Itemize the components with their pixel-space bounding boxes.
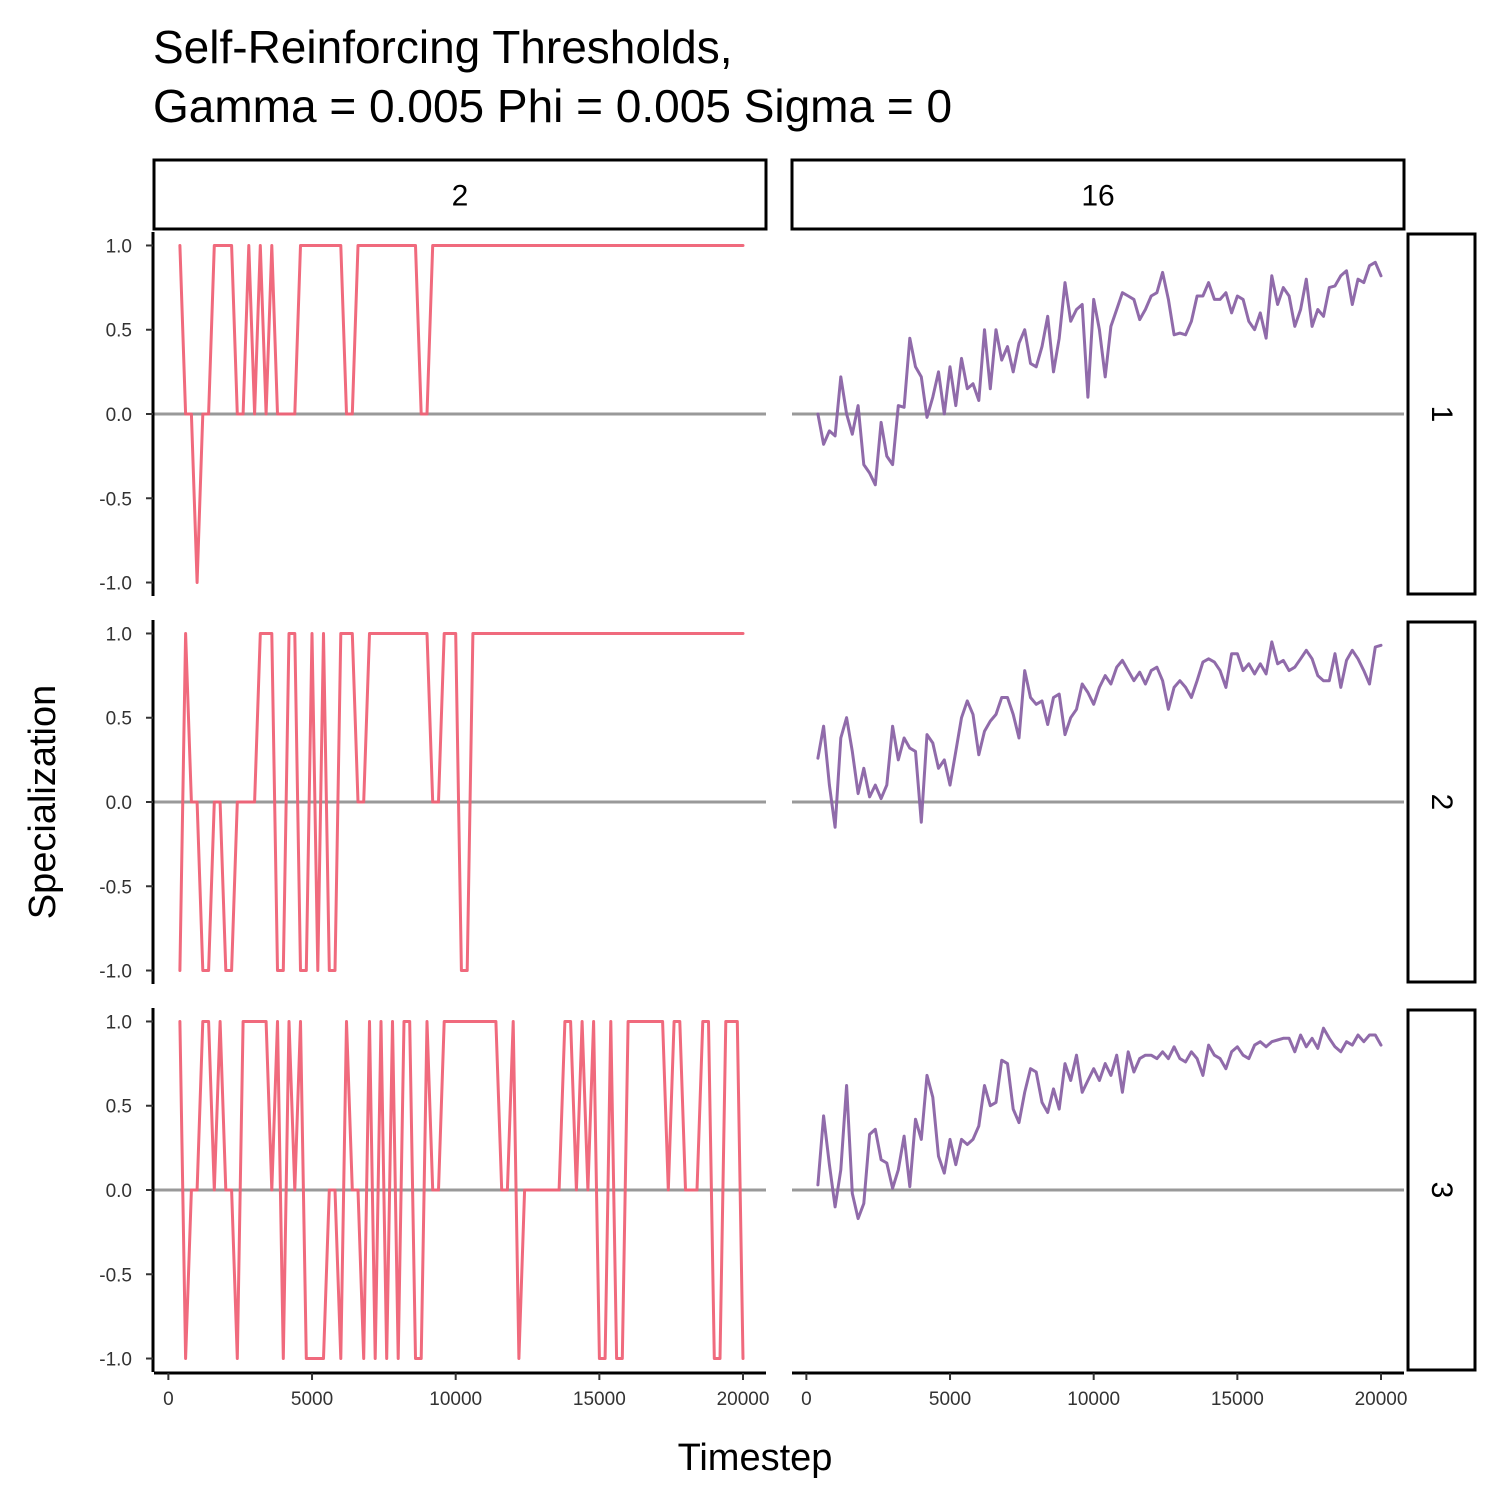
y-tick-label: -0.5: [99, 1265, 132, 1286]
x-tick-label: 0: [163, 1389, 174, 1410]
y-tick-label: 0.0: [106, 1181, 132, 1202]
facet-strip-col-16: [790, 158, 1406, 231]
facet-strip-col-2: [152, 158, 768, 231]
facet-strip-row-3: [1406, 1008, 1477, 1372]
panel-col-2-row-3: -1.0 -0.5 0.0 0.5 1.0 0 5000 10000 15000 20000: [99, 1008, 769, 1410]
x-tick-label: 5000: [291, 1389, 333, 1410]
x-axis-title: Timestep: [678, 1437, 833, 1479]
facet-strip-col-label: 16: [1081, 180, 1114, 213]
x-tick-label: 10000: [429, 1389, 482, 1410]
y-tick-label: -0.5: [99, 877, 132, 898]
y-tick-label: 0.5: [106, 321, 132, 342]
chart-title: Self-Reinforcing Thresholds, Gamma = 0.0…: [153, 21, 952, 132]
facet-strip-row-2: [1406, 620, 1477, 984]
x-tick-label: 10000: [1067, 1389, 1120, 1410]
facet-strip-row-label: 2: [1425, 794, 1458, 811]
y-tick-label: 0.5: [106, 1097, 132, 1118]
y-axis-title: Specialization: [22, 685, 64, 919]
panel-col-16-row-2: [792, 640, 1404, 829]
series-line-2-2: [178, 632, 745, 972]
y-tick-label: 1.0: [106, 624, 132, 645]
series-line-2-1: [178, 244, 745, 584]
x-tick-label: 5000: [929, 1389, 971, 1410]
panel-col-2-row-1: -1.0 -0.5 0.0 0.5 1.0: [99, 232, 766, 596]
series-line-16-2: [816, 640, 1383, 829]
y-tick-label: 1.0: [106, 1012, 132, 1033]
panel-col-16-row-3: 0 5000 10000 15000 20000: [792, 1026, 1408, 1410]
x-tick-label: 20000: [717, 1389, 770, 1410]
chart-title-line-2: Gamma = 0.005 Phi = 0.005 Sigma = 0: [153, 80, 952, 132]
y-tick-label: 0.0: [106, 405, 132, 426]
y-tick-label: 0.0: [106, 793, 132, 814]
facet-strip-row-1: [1406, 232, 1477, 596]
panel-col-2-row-2: -1.0 -0.5 0.0 0.5 1.0: [99, 620, 766, 984]
y-tick-label: -1.0: [99, 1350, 132, 1371]
x-tick-label: 15000: [1211, 1389, 1264, 1410]
series-line-2-3: [178, 1020, 745, 1360]
facet-panels: 2 16 1 2 3 -1.0 -0.5 0.0 0.5 1.0 -1.0 -0.5 0.0 0.5 1.0…: [99, 158, 1477, 1410]
facet-strip-row-label: 1: [1425, 406, 1458, 423]
y-tick-label: -1.0: [99, 574, 132, 595]
chart-title-line-1: Self-Reinforcing Thresholds,: [153, 21, 733, 73]
y-tick-label: 1.0: [106, 236, 132, 257]
x-tick-label: 0: [801, 1389, 812, 1410]
y-tick-label: 0.5: [106, 709, 132, 730]
series-line-16-1: [816, 260, 1383, 487]
panel-col-16-row-1: [792, 260, 1404, 487]
y-tick-label: -1.0: [99, 962, 132, 983]
y-tick-label: -0.5: [99, 489, 132, 510]
facet-strip-col-label: 2: [452, 180, 469, 213]
x-tick-label: 15000: [573, 1389, 626, 1410]
facet-strip-row-label: 3: [1425, 1182, 1458, 1199]
series-line-16-3: [816, 1026, 1383, 1221]
x-tick-label: 20000: [1355, 1389, 1408, 1410]
